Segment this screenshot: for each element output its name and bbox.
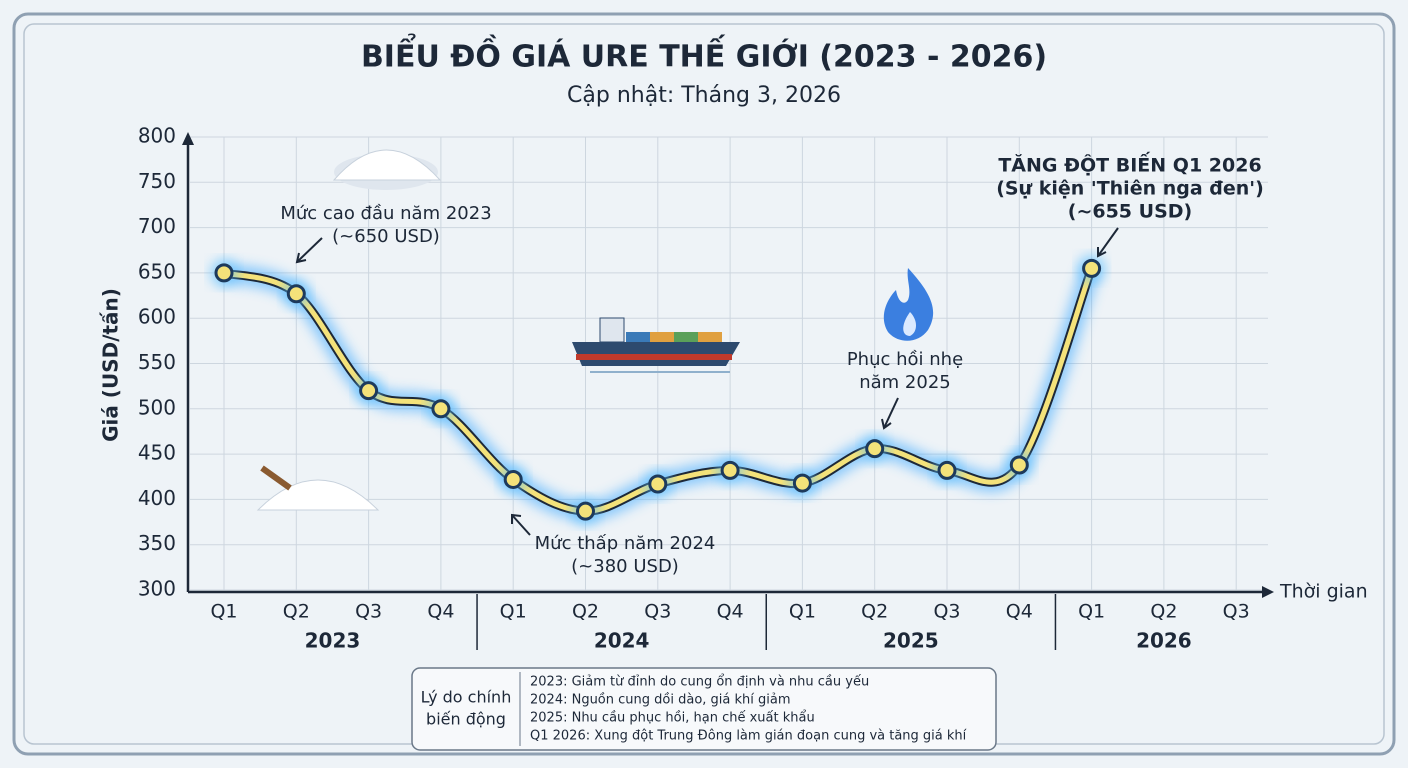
x-tick-label: Q2 <box>1150 601 1177 623</box>
x-group-label: 2026 <box>1136 629 1192 653</box>
marker <box>648 474 668 494</box>
marker <box>865 439 885 459</box>
marker <box>576 501 595 521</box>
x-tick-label: Q1 <box>1078 601 1105 623</box>
x-tick-label: Q4 <box>427 601 454 623</box>
x-group-label: 2024 <box>594 629 650 653</box>
annotation-arrows <box>295 227 1119 536</box>
chart-subtitle: Cập nhật: Tháng 3, 2026 <box>567 83 841 108</box>
y-tick-label: 400 <box>138 486 176 510</box>
y-axis-arrow <box>182 132 194 145</box>
reasons-item: 2023: Giảm từ đỉnh do cung ổn định và nh… <box>530 675 869 690</box>
x-group-label: 2025 <box>883 629 939 653</box>
x-tick-label: Q3 <box>355 601 382 623</box>
x-tick-label: Q3 <box>933 601 960 623</box>
x-tick-label: Q3 <box>1223 601 1250 623</box>
x-tick-label: Q4 <box>1006 601 1033 623</box>
annotation: năm 2025 <box>859 372 951 393</box>
annotation: Mức thấp năm 2024 <box>535 533 716 554</box>
frame <box>12 12 1396 756</box>
reasons-title: biến động <box>426 710 506 729</box>
reasons-item: 2025: Nhu cầu phục hồi, hạn chế xuất khẩ… <box>530 711 815 726</box>
reasons-box <box>411 667 997 751</box>
y-tick-label: 750 <box>138 169 176 193</box>
marker <box>214 263 234 283</box>
annotation: (~380 USD) <box>571 556 679 577</box>
annotation: (~655 USD) <box>1068 201 1192 223</box>
x-tick-label: Q3 <box>644 601 671 623</box>
marker <box>286 284 306 304</box>
y-tick-label: 350 <box>138 531 176 555</box>
marker <box>1082 258 1102 278</box>
annotation: (Sự kiện 'Thiên nga đen') <box>996 178 1264 200</box>
y-tick-label: 450 <box>138 441 176 465</box>
marker <box>431 399 451 419</box>
y-axis-label: Giá (USD/tấn) <box>99 288 123 442</box>
y-tick-label: 300 <box>138 577 176 601</box>
x-tick-label: Q2 <box>572 601 599 623</box>
marker <box>503 469 523 489</box>
y-tick-label: 550 <box>138 350 176 374</box>
marker <box>359 381 379 401</box>
marker <box>720 460 740 480</box>
y-tick-label: 650 <box>138 259 176 283</box>
x-tick-label: Q2 <box>861 601 888 623</box>
chart-title: BIỂU ĐỒ GIÁ URE THẾ GIỚI (2023 - 2026) <box>361 34 1047 75</box>
reasons-item: 2024: Nguồn cung dồi dào, giá khí giảm <box>530 693 791 708</box>
x-tick-label: Q4 <box>717 601 744 623</box>
annotation: Mức cao đầu năm 2023 <box>280 203 491 224</box>
y-tick-label: 700 <box>138 214 176 238</box>
flame-icon <box>883 268 934 341</box>
marker <box>1009 455 1029 475</box>
x-tick-label: Q1 <box>500 601 527 623</box>
x-axis-label: Thời gian <box>1279 581 1368 603</box>
marker <box>792 473 812 493</box>
x-tick-label: Q1 <box>210 601 237 623</box>
pile-illustrations <box>256 149 442 511</box>
x-axis-arrow <box>1262 586 1274 598</box>
marker <box>937 460 957 480</box>
annotation: (~650 USD) <box>332 226 440 247</box>
y-tick-label: 800 <box>138 124 176 148</box>
ship-illustration <box>572 317 740 373</box>
annotation: Phục hồi nhẹ <box>847 349 963 370</box>
x-group-label: 2023 <box>305 629 361 653</box>
x-tick-label: Q1 <box>789 601 816 623</box>
y-tick-label: 600 <box>138 305 176 329</box>
reasons-title: Lý do chính <box>421 688 512 707</box>
y-tick-label: 500 <box>138 395 176 419</box>
annotation: TĂNG ĐỘT BIẾN Q1 2026 <box>998 151 1261 177</box>
x-tick-label: Q2 <box>283 601 310 623</box>
reasons-item: Q1 2026: Xung đột Trung Đông làm gián đo… <box>530 729 967 744</box>
